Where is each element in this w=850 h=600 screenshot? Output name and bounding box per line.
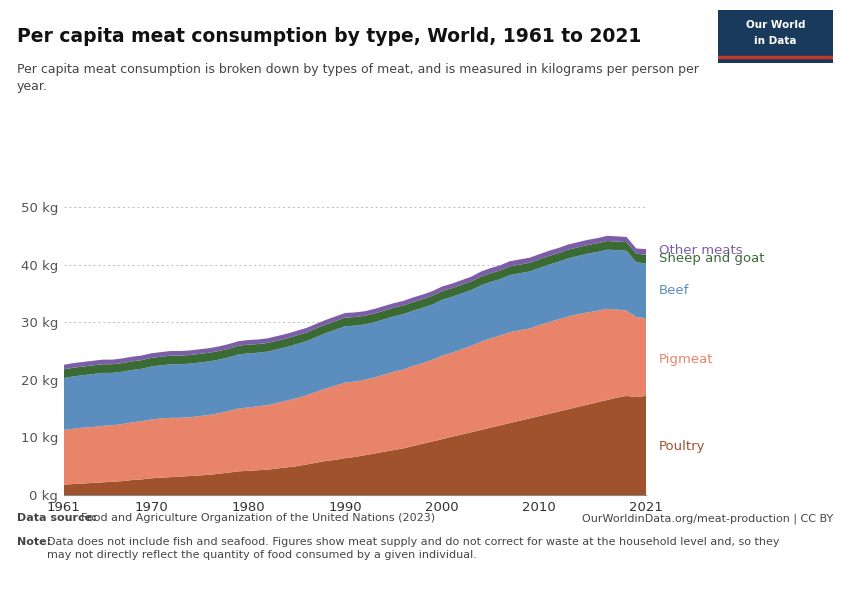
- Text: Pigmeat: Pigmeat: [659, 353, 713, 366]
- Text: Other meats: Other meats: [659, 244, 742, 257]
- Text: Data does not include fish and seafood. Figures show meat supply and do not corr: Data does not include fish and seafood. …: [47, 537, 779, 560]
- Text: Note:: Note:: [17, 537, 55, 547]
- Text: Per capita meat consumption by type, World, 1961 to 2021: Per capita meat consumption by type, Wor…: [17, 27, 641, 46]
- Text: Food and Agriculture Organization of the United Nations (2023): Food and Agriculture Organization of the…: [81, 513, 435, 523]
- Text: Sheep and goat: Sheep and goat: [659, 253, 764, 265]
- Text: in Data: in Data: [755, 36, 796, 46]
- Text: Beef: Beef: [659, 284, 689, 297]
- Text: OurWorldinData.org/meat-production | CC BY: OurWorldinData.org/meat-production | CC …: [581, 513, 833, 523]
- Text: Our World: Our World: [746, 20, 805, 30]
- Text: Poultry: Poultry: [659, 440, 706, 452]
- Text: Data source:: Data source:: [17, 513, 100, 523]
- Text: Per capita meat consumption is broken down by types of meat, and is measured in : Per capita meat consumption is broken do…: [17, 63, 699, 93]
